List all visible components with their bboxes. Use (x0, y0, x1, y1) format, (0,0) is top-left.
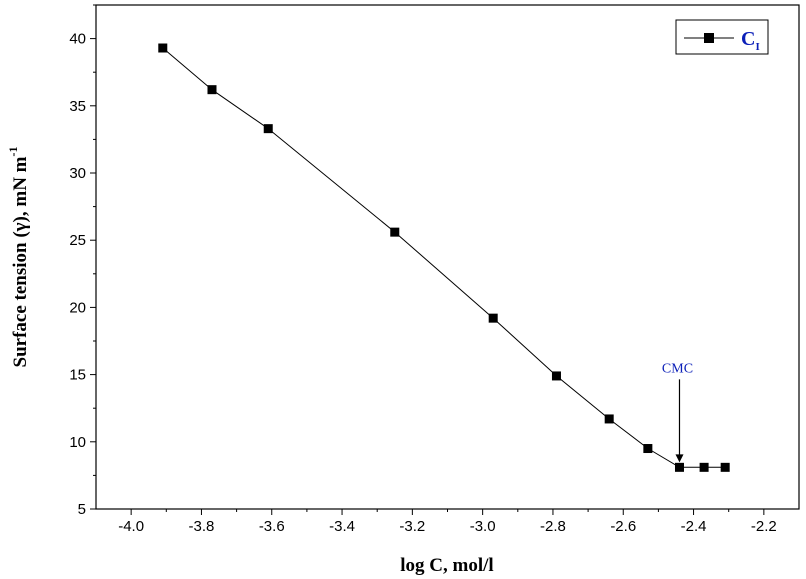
y-axis-ticks: 5 10 15 20 25 30 35 40 (69, 4, 96, 518)
x-tick-label: -3.4 (329, 518, 355, 535)
data-point (263, 124, 273, 134)
x-tick-label: -3.6 (259, 518, 285, 535)
x-axis-title: log C, mol/l (400, 555, 493, 576)
x-tick-label: -2.8 (540, 518, 566, 535)
data-point (551, 371, 561, 381)
data-point (604, 414, 614, 424)
y-tick-label: 10 (69, 434, 86, 451)
annotation-arrow-head (675, 454, 684, 463)
y-axis-title-main: Surface tension (γ), mN m (10, 156, 31, 367)
x-tick-label: -3.2 (399, 518, 425, 535)
data-point (488, 313, 498, 323)
series-line (162, 47, 726, 468)
y-tick-label: 5 (78, 501, 86, 518)
x-tick-label: -3.8 (189, 518, 215, 535)
data-point (720, 462, 730, 472)
x-tick-label: -4.0 (118, 518, 144, 535)
legend-label-main: C (741, 28, 755, 50)
y-tick-label: 15 (69, 367, 86, 384)
x-tick-label: -2.4 (681, 518, 707, 535)
y-axis-title-superscript: -1 (6, 147, 20, 157)
x-tick-label: -2.6 (610, 518, 636, 535)
annotation-layer: CMC (662, 361, 693, 463)
data-point (207, 85, 217, 95)
x-tick-label: -3.0 (470, 518, 496, 535)
data-point (643, 444, 653, 454)
y-tick-label: 35 (69, 98, 86, 115)
data-point (674, 462, 684, 472)
legend-box (675, 19, 769, 55)
data-point (699, 462, 709, 472)
annotation-label: CMC (662, 361, 693, 376)
y-tick-label: 30 (69, 165, 86, 182)
y-tick-label: 20 (69, 299, 86, 316)
legend-label: CI (741, 28, 760, 53)
data-point (390, 227, 400, 237)
data-point (158, 43, 168, 53)
y-tick-label: 25 (69, 232, 86, 249)
legend-label-subscript: I (755, 41, 759, 53)
legend-marker-swatch (704, 33, 714, 43)
legend: CI (675, 19, 769, 55)
series-layer (158, 43, 730, 472)
x-tick-label: -2.2 (751, 518, 777, 535)
x-axis-ticks: -4.0 -3.8 -3.6 -3.4 -3.2 -3.0 -2.8 -2.6 -2.4 -2.2 (118, 509, 777, 535)
y-axis-title: Surface tension (γ), mN m-1 (6, 147, 31, 368)
y-tick-label: 40 (69, 31, 86, 48)
